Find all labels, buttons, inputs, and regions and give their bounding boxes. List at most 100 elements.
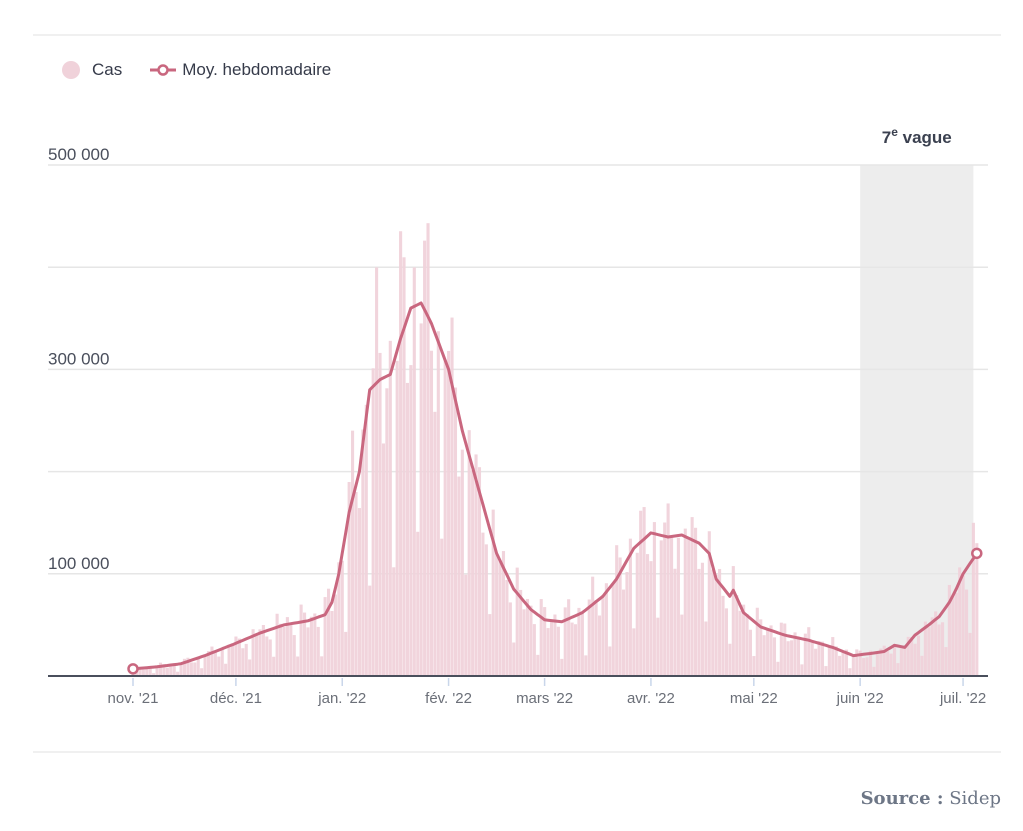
x-tick-label: juin '22: [836, 690, 884, 707]
case-bar: [731, 566, 735, 676]
case-bar: [275, 613, 279, 676]
case-bar: [783, 623, 787, 676]
case-bar: [934, 611, 938, 676]
case-bar: [604, 583, 608, 676]
case-bar: [892, 644, 897, 676]
case-bar: [193, 662, 197, 676]
case-bar: [635, 552, 639, 676]
case-bar: [954, 592, 958, 676]
case-bar: [656, 617, 660, 676]
case-bar: [807, 627, 811, 676]
top-divider: [33, 34, 1001, 36]
case-bar: [179, 664, 183, 676]
case-bar: [855, 649, 859, 676]
case-bar: [237, 638, 241, 676]
case-bar: [947, 584, 951, 676]
case-bar: [450, 317, 454, 676]
case-bar: [467, 430, 471, 676]
case-bar: [313, 613, 317, 676]
case-bar: [148, 666, 152, 676]
case-bar: [162, 664, 166, 676]
case-bar: [683, 528, 687, 676]
case-bar: [944, 647, 948, 676]
case-bar: [838, 655, 842, 676]
case-bar: [796, 638, 801, 676]
case-bar: [268, 639, 272, 676]
case-bar: [529, 605, 533, 676]
case-bar: [460, 449, 464, 676]
bottom-divider: [33, 751, 1001, 753]
case-bar: [563, 607, 567, 676]
case-bar: [673, 568, 677, 676]
case-bar: [381, 443, 385, 676]
case-bar: [937, 624, 941, 676]
case-bar: [241, 648, 245, 676]
case-bar: [495, 553, 499, 676]
avg-legend-label: Moy. hebdomadaire: [182, 60, 332, 79]
case-bar: [913, 643, 917, 676]
case-bar: [505, 579, 509, 676]
x-tick-label: avr. '22: [627, 690, 675, 707]
case-bar: [182, 658, 187, 676]
case-bar: [525, 598, 530, 676]
case-bar: [251, 629, 255, 676]
case-bar: [817, 641, 821, 676]
case-bar: [549, 621, 554, 676]
cases-legend-swatch: [62, 61, 80, 79]
case-bar: [748, 629, 752, 676]
case-bar: [289, 624, 293, 676]
grid-lines: [48, 164, 988, 575]
case-bar: [388, 340, 392, 676]
case-bar: [186, 657, 190, 676]
case-bar: [519, 589, 523, 676]
case-bar: [347, 482, 351, 676]
case-bar: [200, 668, 204, 676]
source-label: Source :: [860, 788, 944, 809]
case-bar: [618, 557, 622, 676]
case-bar: [680, 614, 684, 676]
x-tick-label: nov. '21: [108, 690, 159, 707]
case-bar: [862, 658, 866, 676]
case-bar: [587, 599, 591, 676]
case-bar: [899, 646, 903, 676]
case-bar: [364, 404, 368, 676]
case-bar: [464, 574, 468, 676]
case-bar: [203, 656, 207, 676]
case-bar: [779, 622, 783, 676]
y-axis-labels: 100 000 300 000 500 000: [48, 145, 109, 573]
case-bar: [848, 668, 852, 676]
case-bar: [539, 599, 543, 676]
case-bar: [371, 368, 375, 676]
case-bar: [975, 543, 979, 676]
case-bar: [958, 567, 962, 676]
legend: Cas Moy. hebdomadaire: [62, 60, 331, 80]
case-bar: [477, 467, 482, 676]
case-bar: [453, 387, 458, 676]
case-bar: [248, 659, 252, 676]
case-bar: [800, 664, 804, 676]
case-bar: [484, 544, 488, 676]
case-bar: [556, 626, 560, 676]
average-end-marker: [971, 547, 983, 560]
case-bar: [512, 642, 516, 676]
case-bar: [402, 257, 406, 676]
case-bar: [488, 614, 492, 676]
case-bar: [663, 522, 667, 676]
case-bar: [296, 656, 300, 676]
y-tick-label: 100 000: [48, 554, 109, 573]
case-bar: [447, 350, 451, 676]
case-bar: [707, 531, 711, 676]
x-axis-ticks: nov. '21 déc. '21 jan. '22 fév. '22 mars '22…: [108, 678, 986, 707]
case-bar: [639, 510, 643, 676]
case-bar: [189, 662, 193, 676]
case-bar: [752, 656, 756, 676]
case-bar: [399, 231, 403, 676]
case-bar: [910, 637, 914, 676]
case-bar: [896, 663, 900, 676]
case-bar: [597, 615, 602, 676]
case-bar: [831, 637, 835, 676]
case-bar: [351, 430, 355, 676]
case-bar: [309, 616, 313, 676]
case-bar: [916, 635, 921, 676]
case-bar: [138, 668, 142, 676]
